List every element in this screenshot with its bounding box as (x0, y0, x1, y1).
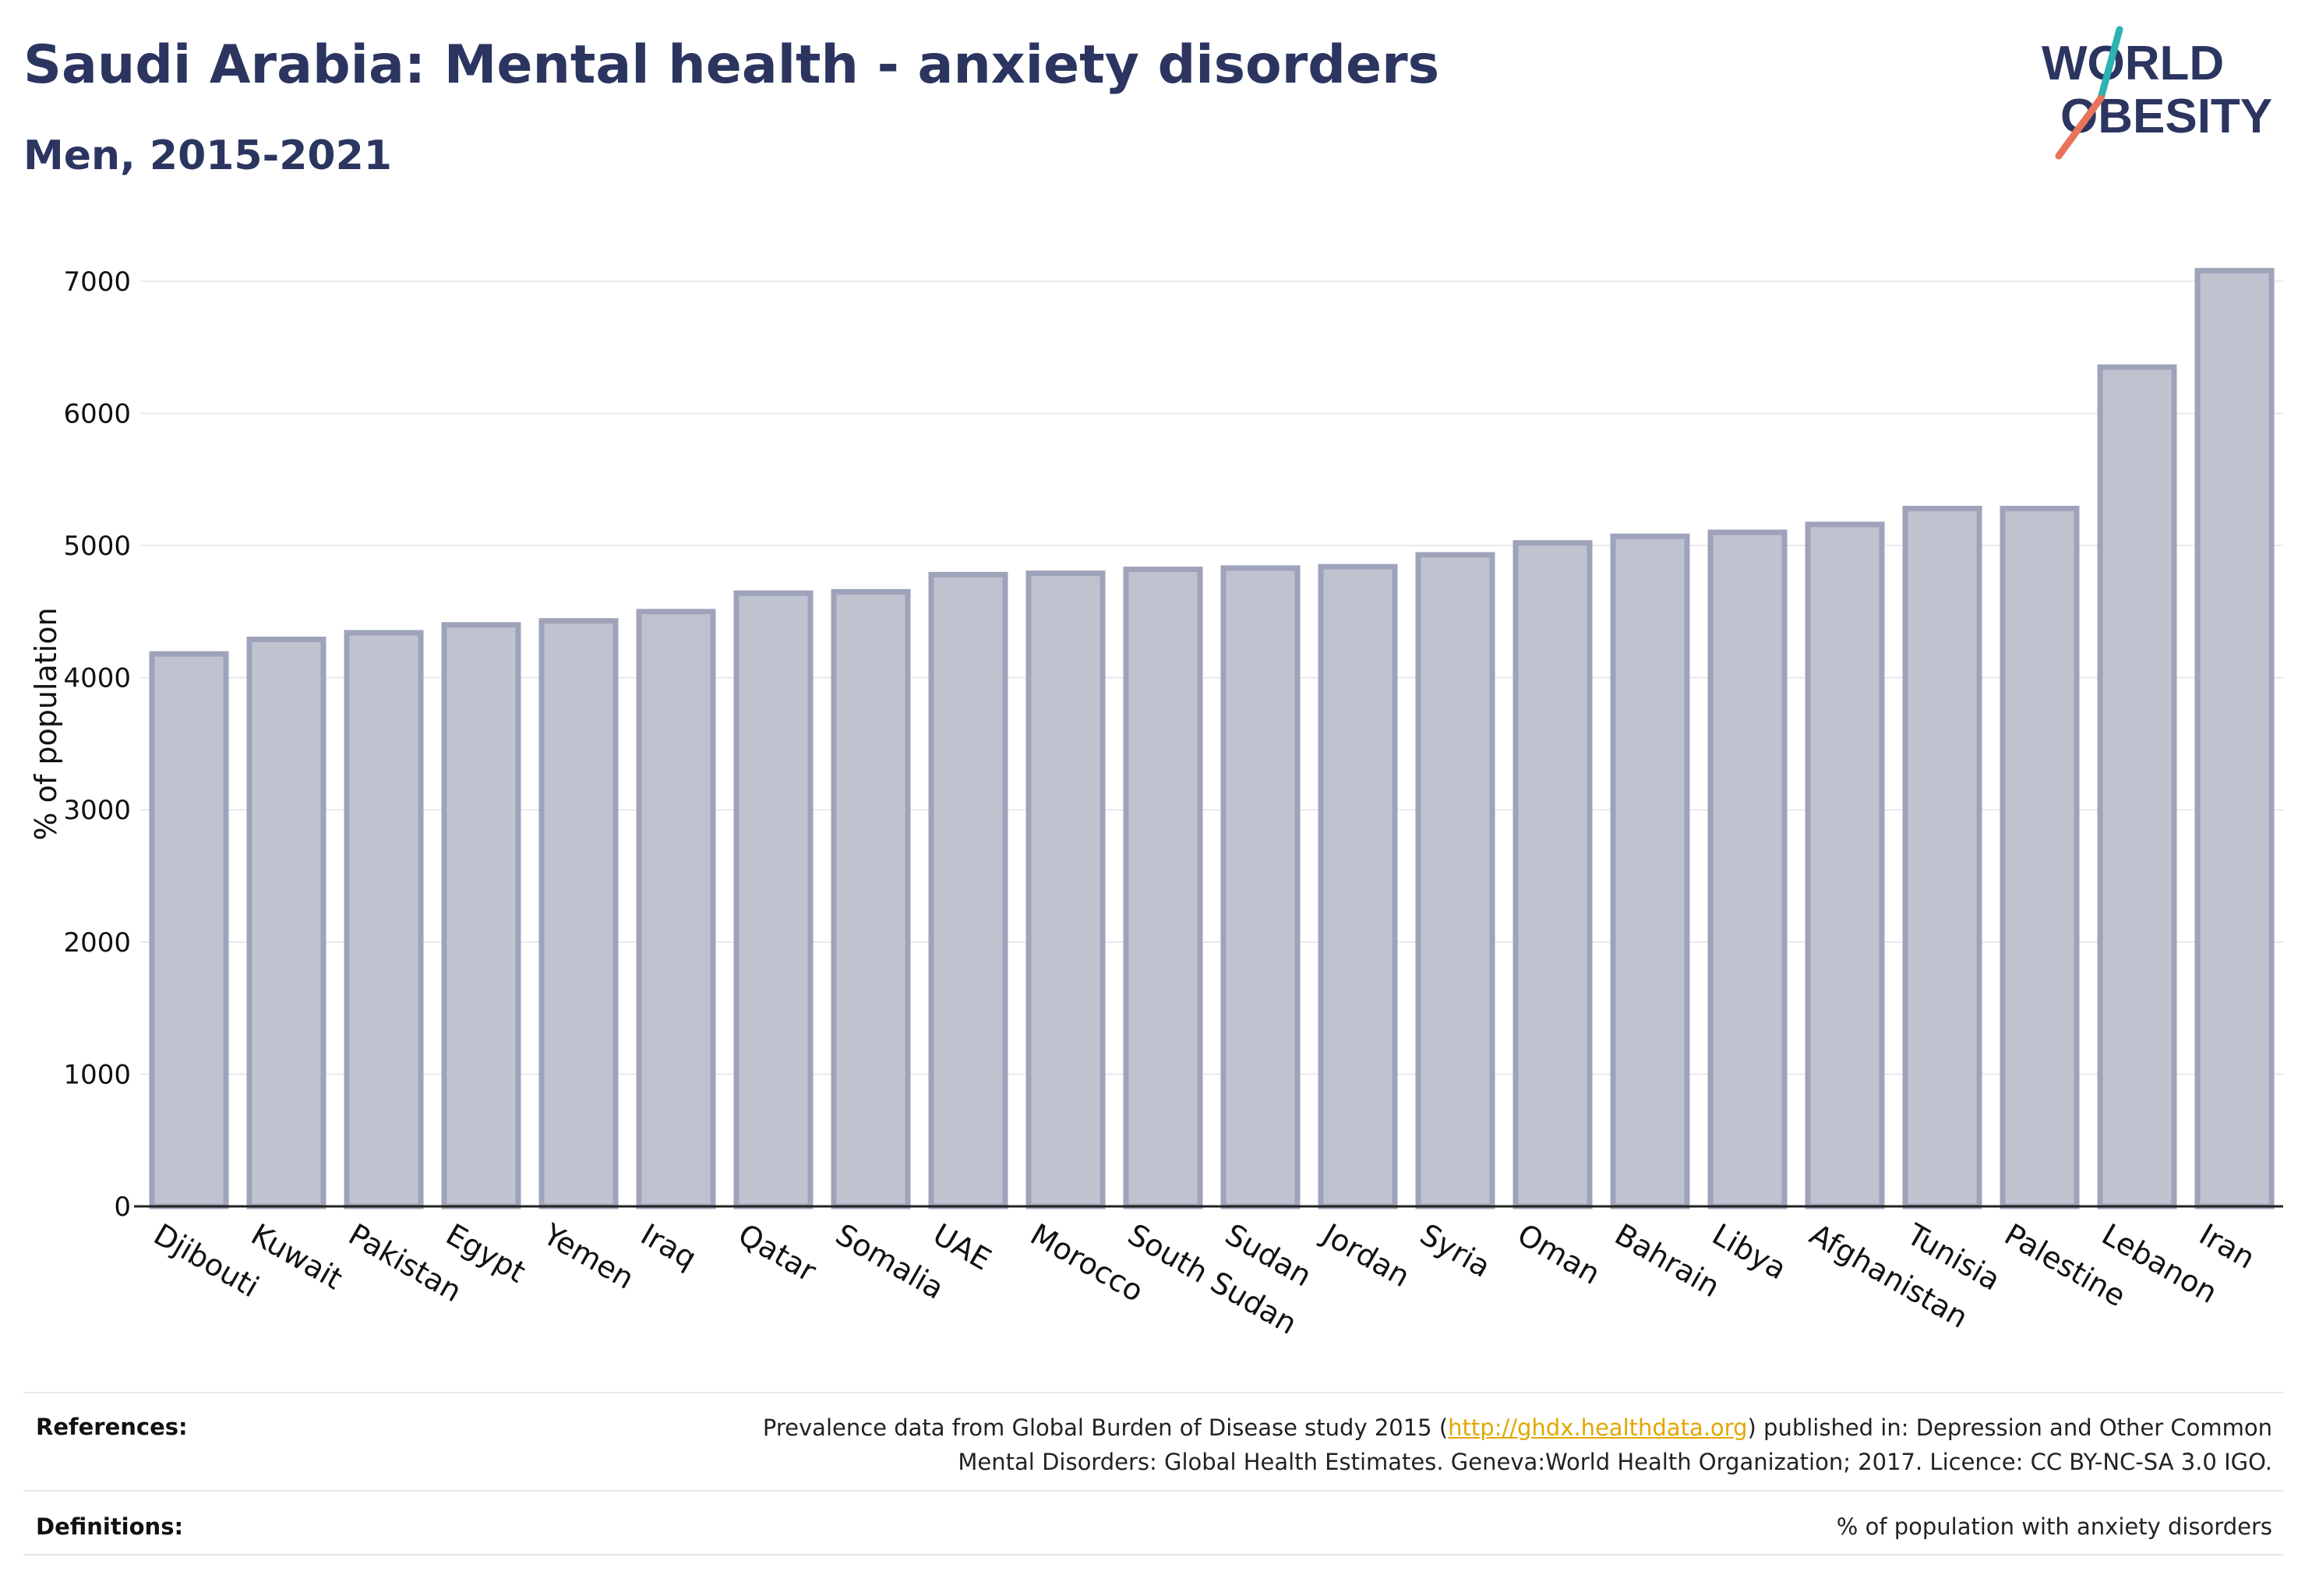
logo-line1: WORLD (2042, 37, 2224, 90)
bar (1610, 533, 1690, 1209)
bar (1123, 567, 1203, 1209)
bar (538, 618, 619, 1209)
bar (344, 630, 424, 1209)
footer-divider (23, 1490, 2283, 1492)
references-label: References: (36, 1414, 188, 1440)
bar (1805, 521, 1885, 1209)
x-tick-label: Oman (1512, 1217, 1606, 1291)
references-link[interactable]: http://ghdx.healthdata.org (1448, 1414, 1748, 1441)
logo-slash-coral (2055, 94, 2105, 160)
y-tick-label: 4000 (63, 663, 131, 694)
bar (2000, 506, 2080, 1209)
x-tick-label: Somalia (830, 1217, 950, 1306)
y-tick-label: 5000 (63, 531, 131, 562)
bar (1025, 570, 1106, 1209)
bar (636, 609, 716, 1209)
bar (246, 636, 327, 1209)
x-tick-label: Bahrain (1609, 1217, 1725, 1305)
y-axis-label: % of population (29, 607, 63, 840)
y-tick-label: 0 (114, 1192, 131, 1223)
definitions-text: % of population with anxiety disorders (1836, 1513, 2272, 1540)
bar (1902, 506, 1982, 1209)
references-text: Prevalence data from Global Burden of Di… (762, 1414, 2272, 1475)
bar (1415, 552, 1495, 1209)
bar (733, 590, 814, 1209)
x-tick-label: Jordan (1315, 1216, 1415, 1294)
chart-subtitle: Men, 2015-2021 (23, 132, 392, 179)
bar (1513, 540, 1593, 1209)
footer-divider (23, 1392, 2283, 1393)
x-tick-label: Iran (2194, 1217, 2261, 1276)
x-tick-label: Syria (1414, 1217, 1496, 1284)
bar (831, 588, 911, 1209)
bar (1318, 563, 1398, 1209)
x-tick-label: Djibouti (148, 1217, 265, 1305)
x-tick-label: Qatar (732, 1217, 822, 1289)
bar (149, 651, 229, 1209)
x-tick-label: Kuwait (245, 1217, 348, 1297)
bar (2097, 364, 2177, 1209)
bar-chart: 0 1000 2000 3000 4000 5000 6000 7000 % of popula… (29, 267, 2283, 1340)
y-tick-label: 7000 (63, 267, 131, 298)
bar (1707, 529, 1788, 1209)
x-tick-label: Iraq (635, 1217, 702, 1276)
logo-slash-teal (2097, 26, 2123, 102)
bar (928, 571, 1008, 1209)
bar (441, 622, 521, 1209)
y-tick-label: 3000 (63, 795, 131, 826)
definitions-label: Definitions: (36, 1513, 184, 1540)
y-tick-label: 6000 (63, 398, 131, 429)
logo-line2: OBESITY (2060, 90, 2272, 143)
y-tick-label: 2000 (63, 927, 131, 959)
bar (1220, 565, 1301, 1209)
y-tick-label: 1000 (63, 1059, 131, 1090)
footer-divider (23, 1554, 2283, 1555)
x-tick-label: Yemen (537, 1216, 640, 1296)
chart-title: Saudi Arabia: Mental health - anxiety di… (23, 34, 1440, 96)
x-tick-label: UAE (927, 1217, 997, 1277)
bar (2194, 267, 2275, 1209)
world-obesity-logo: WORLD OBESITY (2042, 26, 2272, 160)
